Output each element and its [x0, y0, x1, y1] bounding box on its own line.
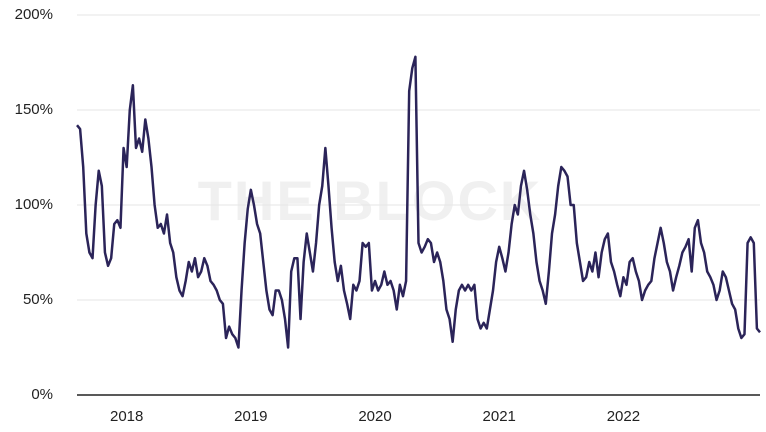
y-tick-label: 200%	[15, 6, 53, 23]
y-tick-label: 100%	[15, 196, 53, 213]
y-tick-label: 150%	[15, 101, 53, 118]
y-tick-label: 0%	[31, 386, 53, 403]
watermark: THE BLOCK	[198, 169, 543, 232]
y-tick-label: 50%	[23, 291, 53, 308]
data-line	[76, 55, 761, 349]
x-tick-label: 2021	[483, 408, 516, 425]
x-tick-label: 2020	[358, 408, 391, 425]
x-tick-label: 2022	[607, 408, 640, 425]
x-tick-label: 2018	[110, 408, 143, 425]
x-tick-label: 2019	[234, 408, 267, 425]
